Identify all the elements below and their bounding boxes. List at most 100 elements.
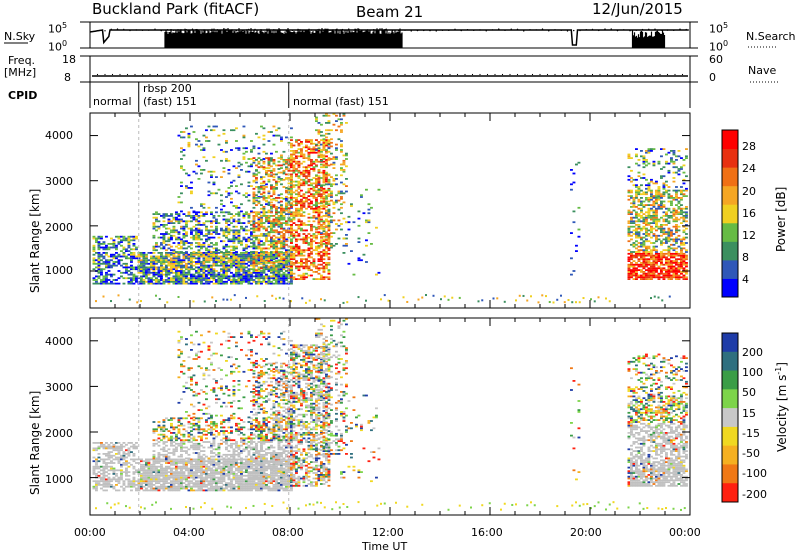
scatter-cell bbox=[312, 262, 316, 264]
scatter-cell bbox=[180, 273, 183, 276]
scatter-cell bbox=[570, 183, 573, 186]
scatter-cell bbox=[187, 255, 191, 258]
scatter-cell bbox=[675, 240, 678, 243]
scatter-cell bbox=[175, 279, 178, 281]
nsearch-dot bbox=[141, 29, 144, 31]
scatter-cell bbox=[267, 282, 271, 285]
near-range-echo bbox=[432, 294, 435, 297]
scatter-cell bbox=[647, 258, 651, 261]
scatter-cell bbox=[217, 255, 221, 258]
scatter-cell bbox=[652, 182, 656, 185]
nsearch-dot bbox=[623, 29, 625, 31]
scatter-cell bbox=[667, 258, 671, 261]
scatter-cell bbox=[97, 235, 101, 238]
scatter-cell bbox=[205, 240, 208, 243]
scatter-cell bbox=[270, 187, 273, 190]
scatter-cell bbox=[685, 227, 688, 230]
scatter-cell bbox=[295, 209, 298, 212]
scatter-cell bbox=[675, 278, 678, 280]
scatter-cell bbox=[325, 233, 328, 235]
scatter-cell bbox=[675, 220, 678, 223]
scatter-cell bbox=[627, 249, 631, 252]
nave-dot bbox=[644, 73, 646, 76]
scatter-cell bbox=[627, 233, 631, 235]
scatter-cell bbox=[272, 231, 276, 234]
nsearch-dot bbox=[298, 29, 300, 31]
scatter-cell bbox=[202, 206, 206, 209]
scatter-cell bbox=[307, 169, 311, 172]
scatter-cell bbox=[165, 227, 168, 230]
scatter-cell bbox=[197, 224, 201, 226]
scatter-cell bbox=[157, 252, 161, 254]
scatter-cell bbox=[195, 211, 198, 214]
scatter-cell bbox=[290, 225, 293, 228]
scatter-cell bbox=[277, 201, 281, 204]
scatter-cell bbox=[677, 213, 681, 215]
scatter-cell bbox=[677, 274, 681, 277]
scatter-cell bbox=[175, 255, 178, 258]
scatter-cell bbox=[642, 262, 646, 264]
scatter-cell bbox=[105, 261, 108, 263]
scatter-cell bbox=[215, 242, 218, 244]
scatter-cell bbox=[215, 275, 218, 278]
scatter-cell bbox=[340, 118, 343, 121]
scatter-cell bbox=[230, 129, 233, 132]
scatter-cell bbox=[105, 235, 108, 238]
scatter-cell bbox=[645, 184, 648, 187]
scatter-cell bbox=[645, 218, 648, 221]
scatter-cell bbox=[122, 235, 126, 238]
scatter-cell bbox=[187, 268, 191, 271]
scatter-cell bbox=[242, 261, 246, 263]
scatter-cell bbox=[290, 272, 293, 275]
scatter-cell bbox=[652, 195, 656, 197]
scatter-cell bbox=[322, 198, 326, 201]
scatter-cell bbox=[255, 255, 258, 258]
scatter-cell bbox=[252, 264, 256, 267]
scatter-cell bbox=[330, 246, 333, 249]
scatter-cell bbox=[255, 253, 258, 256]
scatter-cell bbox=[627, 220, 631, 223]
scatter-cell bbox=[222, 268, 226, 271]
scatter-cell bbox=[295, 175, 298, 178]
scatter-cell bbox=[305, 258, 308, 261]
scatter-cell bbox=[657, 267, 661, 270]
scatter-cell bbox=[295, 229, 298, 232]
scatter-cell bbox=[212, 259, 216, 262]
scatter-cell bbox=[257, 152, 261, 155]
scatter-cell bbox=[655, 274, 658, 277]
scatter-cell bbox=[255, 245, 258, 248]
scatter-cell bbox=[177, 279, 181, 281]
scatter-cell bbox=[627, 209, 631, 212]
scatter-cell bbox=[167, 238, 171, 241]
scatter-cell bbox=[117, 270, 121, 272]
scatter-cell bbox=[232, 280, 236, 283]
scatter-cell bbox=[630, 220, 633, 223]
scatter-cell bbox=[665, 160, 668, 163]
scatter-cell bbox=[230, 257, 233, 260]
scatter-cell bbox=[290, 233, 293, 235]
nave-dot bbox=[404, 73, 406, 76]
scatter-cell bbox=[202, 259, 206, 262]
scatter-cell bbox=[257, 268, 261, 271]
scatter-cell bbox=[302, 169, 306, 172]
scatter-cell bbox=[222, 257, 226, 260]
scatter-cell bbox=[282, 234, 286, 237]
scatter-cell bbox=[267, 255, 271, 258]
scatter-cell bbox=[635, 197, 638, 199]
scatter-cell bbox=[137, 277, 141, 280]
scatter-cell bbox=[190, 247, 193, 250]
scatter-cell bbox=[190, 255, 193, 258]
scatter-cell bbox=[365, 239, 368, 242]
scatter-cell bbox=[275, 280, 278, 283]
scatter-cell bbox=[325, 267, 328, 270]
scatter-cell bbox=[260, 207, 263, 210]
nave-dot bbox=[344, 73, 346, 76]
scatter-cell bbox=[265, 197, 268, 199]
scatter-cell bbox=[632, 243, 636, 246]
scatter-cell bbox=[200, 215, 203, 217]
scatter-cell bbox=[282, 197, 286, 200]
scatter-cell bbox=[655, 234, 658, 237]
scatter-cell bbox=[300, 171, 303, 174]
scatter-cell bbox=[682, 267, 686, 270]
scatter-cell bbox=[672, 189, 676, 192]
